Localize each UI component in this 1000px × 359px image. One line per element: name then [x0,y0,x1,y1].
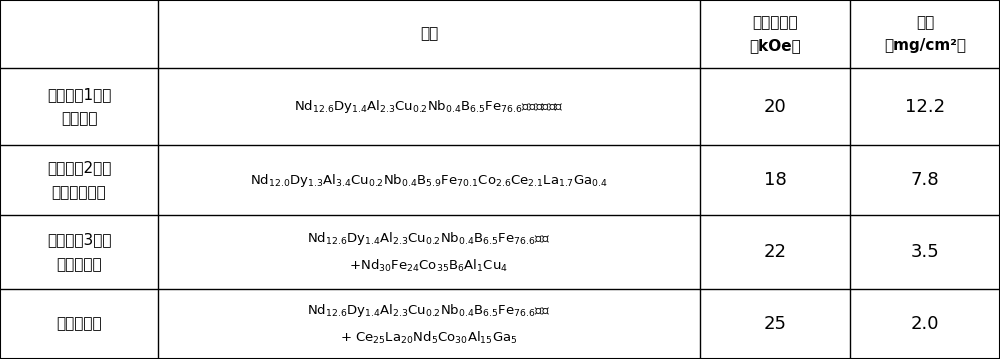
Text: Nd$_{12.6}$Dy$_{1.4}$Al$_{2.3}$Cu$_{0.2}$Nb$_{0.4}$B$_{6.5}$Fe$_{76.6}$（铸片工艺）: Nd$_{12.6}$Dy$_{1.4}$Al$_{2.3}$Cu$_{0.2}… [294,98,564,115]
Text: 2.0: 2.0 [911,315,939,333]
Text: 22: 22 [764,243,786,261]
Text: 内禀矫顽力: 内禀矫顽力 [752,15,798,30]
Text: 本发明方法: 本发明方法 [56,317,102,331]
Text: +Nd$_{30}$Fe$_{24}$Co$_{35}$B$_{6}$Al$_{1}$Cu$_{4}$: +Nd$_{30}$Fe$_{24}$Co$_{35}$B$_{6}$Al$_{… [349,258,509,274]
Text: Nd$_{12.0}$Dy$_{1.3}$Al$_{3.4}$Cu$_{0.2}$Nb$_{0.4}$B$_{5.9}$Fe$_{70.1}$Co$_{2.6}: Nd$_{12.0}$Dy$_{1.3}$Al$_{3.4}$Cu$_{0.2}… [250,172,608,189]
Text: 对比样品1（主: 对比样品1（主 [47,87,111,102]
Text: （kOe）: （kOe） [749,38,801,53]
Text: 相合金）: 相合金） [61,112,97,127]
Text: 3.5: 3.5 [911,243,939,261]
Text: 规双合金）: 规双合金） [56,257,102,272]
Text: 25: 25 [764,315,786,333]
Text: 对比样品2（同: 对比样品2（同 [47,160,111,176]
Text: 成分单合金）: 成分单合金） [52,185,106,200]
Text: 成分: 成分 [420,27,438,42]
Text: 对比样品3（常: 对比样品3（常 [47,232,111,247]
Text: 12.2: 12.2 [905,98,945,116]
Text: Nd$_{12.6}$Dy$_{1.4}$Al$_{2.3}$Cu$_{0.2}$Nb$_{0.4}$B$_{6.5}$Fe$_{76.6}$铸片: Nd$_{12.6}$Dy$_{1.4}$Al$_{2.3}$Cu$_{0.2}… [307,230,551,247]
Text: 7.8: 7.8 [911,171,939,190]
Text: 18: 18 [764,171,786,190]
Text: Nd$_{12.6}$Dy$_{1.4}$Al$_{2.3}$Cu$_{0.2}$Nb$_{0.4}$B$_{6.5}$Fe$_{76.6}$铸片: Nd$_{12.6}$Dy$_{1.4}$Al$_{2.3}$Cu$_{0.2}… [307,302,551,319]
Text: 20: 20 [764,98,786,116]
Text: + Ce$_{25}$La$_{20}$Nd$_{5}$Co$_{30}$Al$_{15}$Ga$_{5}$: + Ce$_{25}$La$_{20}$Nd$_{5}$Co$_{30}$Al$… [340,330,518,346]
Text: 失重: 失重 [916,15,934,30]
Text: （mg/cm²）: （mg/cm²） [884,38,966,53]
